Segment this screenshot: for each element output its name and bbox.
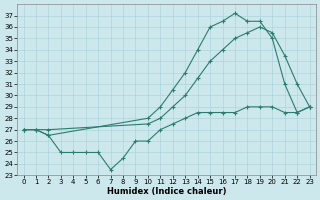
X-axis label: Humidex (Indice chaleur): Humidex (Indice chaleur) (107, 187, 226, 196)
